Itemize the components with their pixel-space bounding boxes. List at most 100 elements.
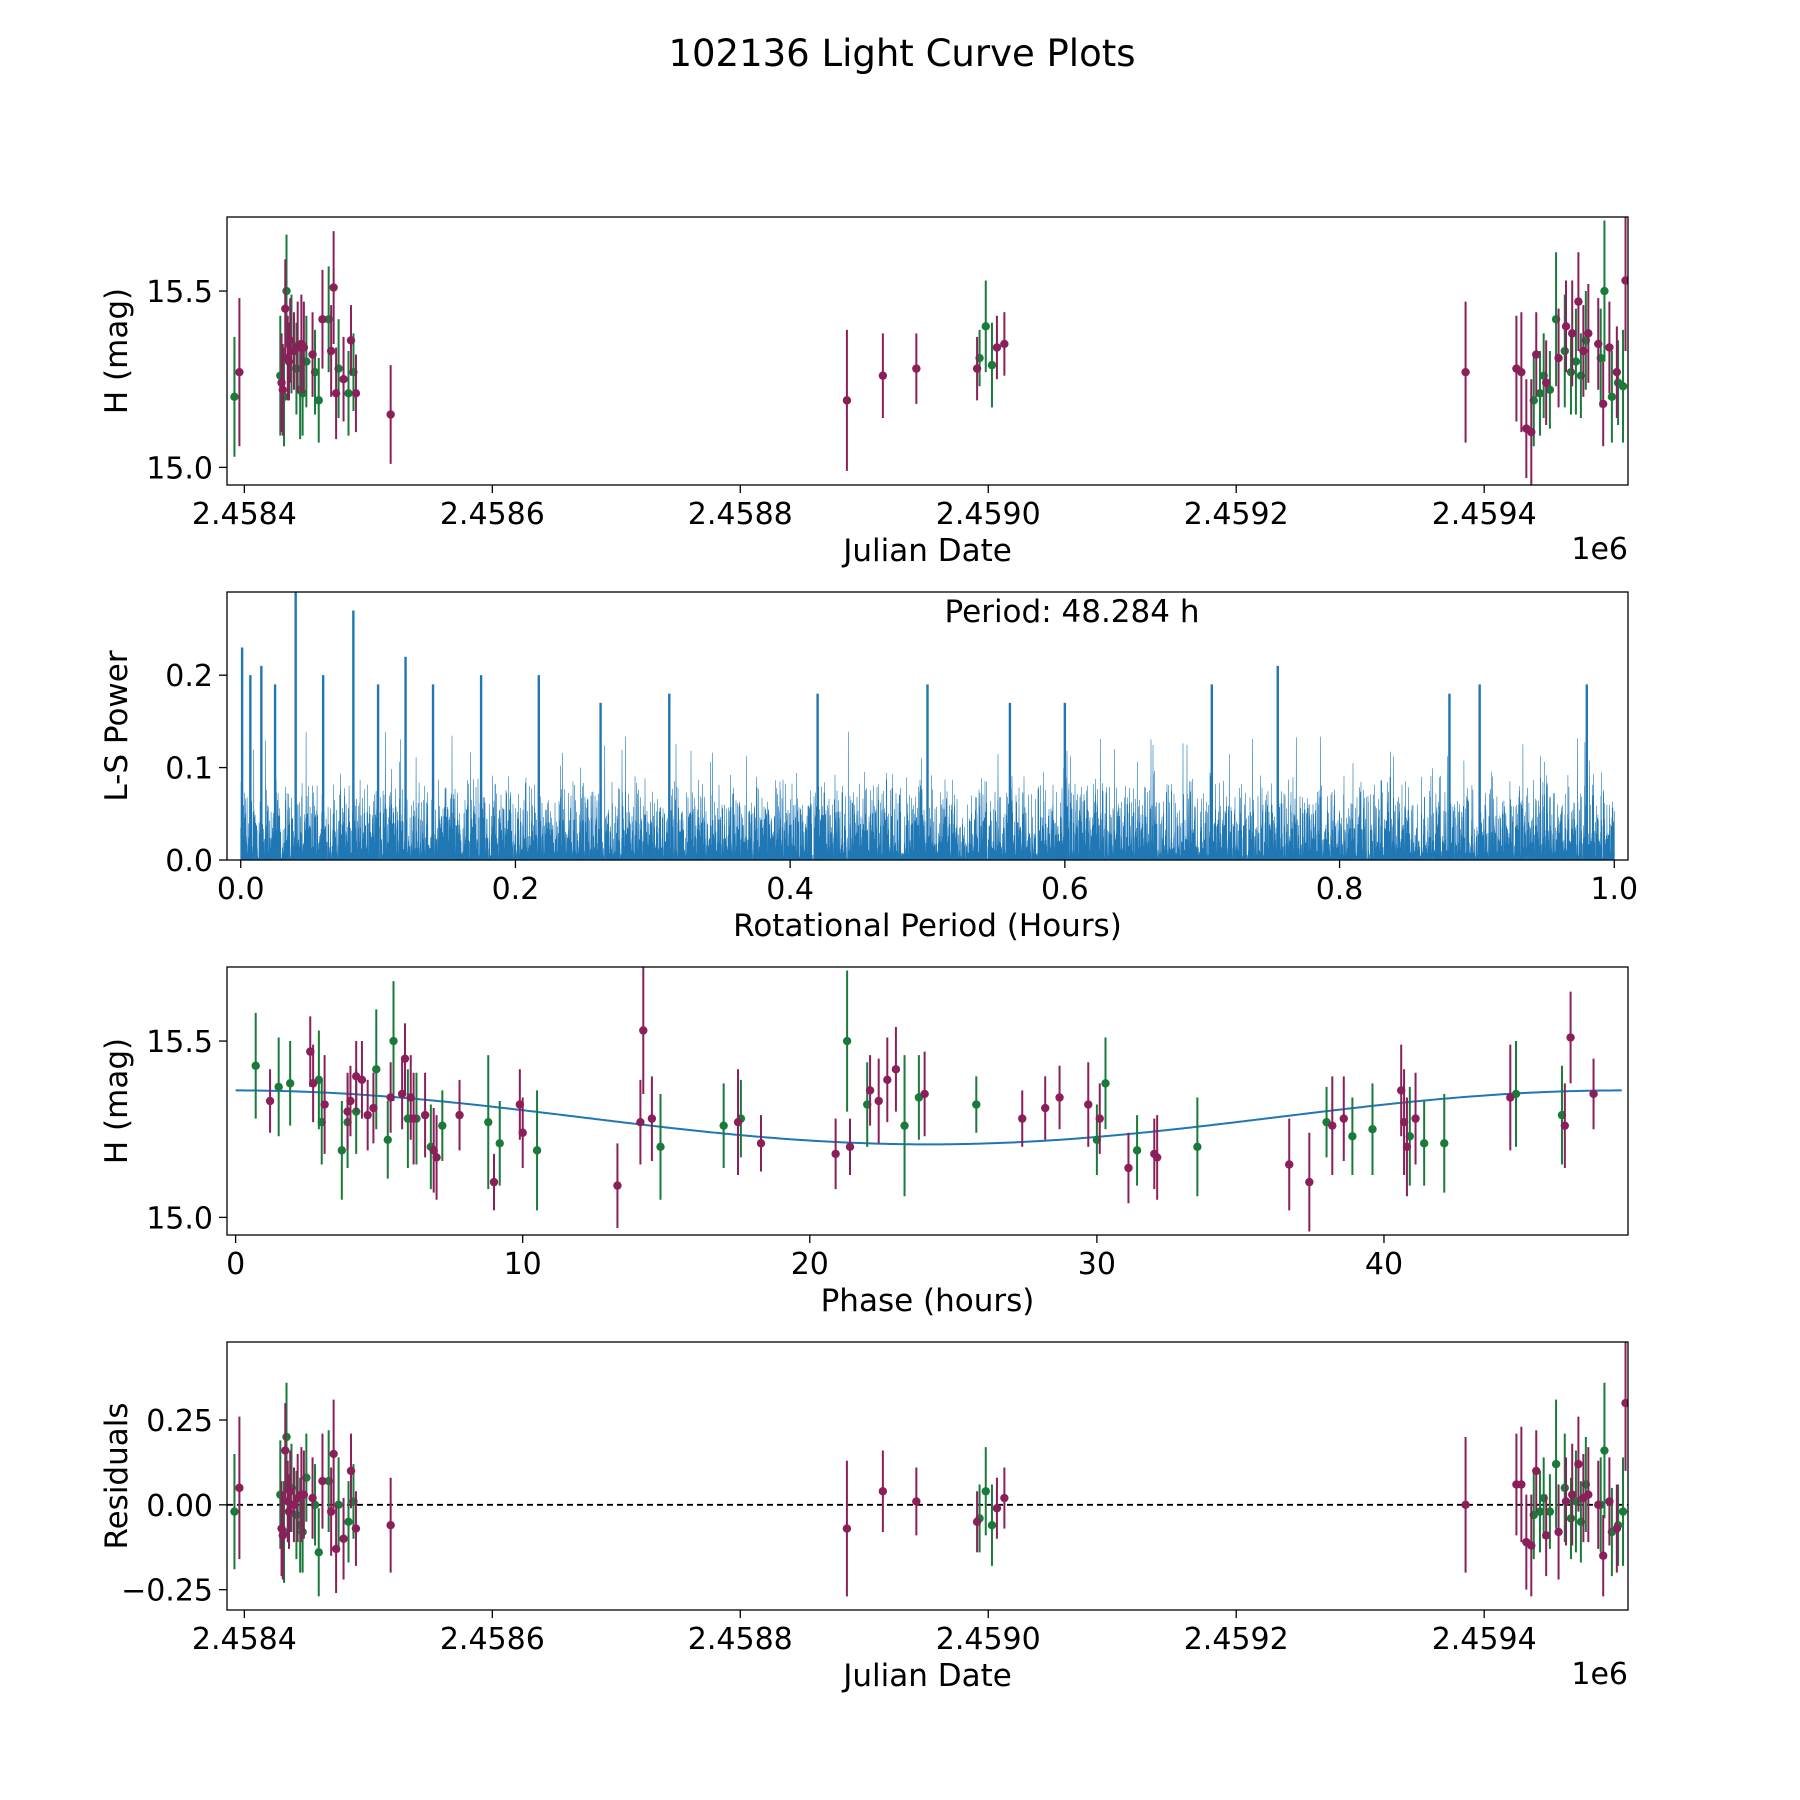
data-point — [372, 1065, 381, 1074]
x-tick-label: 0.6 — [1041, 872, 1089, 907]
y-tick-label: 0.00 — [146, 1489, 213, 1524]
data-point — [1419, 1139, 1429, 1148]
x-tick-label: 0.2 — [492, 872, 540, 907]
data-point — [987, 360, 997, 370]
data-point — [314, 1548, 323, 1557]
data-point — [733, 1117, 743, 1127]
data-point — [1621, 1398, 1628, 1408]
data-point — [1348, 1132, 1357, 1141]
plot-area — [230, 1342, 1628, 1597]
data-point — [842, 396, 852, 405]
data-point — [1545, 1507, 1555, 1516]
plot-area — [251, 967, 1598, 1232]
data-point — [320, 1100, 329, 1109]
data-point — [230, 1507, 239, 1516]
data-point — [339, 1534, 348, 1543]
data-point — [647, 1114, 657, 1123]
data-point — [1566, 1514, 1576, 1523]
data-point — [1440, 1139, 1449, 1148]
data-point — [1541, 1531, 1551, 1540]
data-point — [331, 389, 341, 398]
data-point — [1124, 1163, 1133, 1173]
data-point — [981, 322, 990, 331]
data-point — [912, 1497, 921, 1506]
data-point — [281, 1446, 290, 1455]
data-point — [318, 1476, 327, 1486]
data-point — [351, 389, 361, 398]
x-axis-label: Rotational Period (Hours) — [733, 908, 1122, 944]
data-point — [484, 1117, 493, 1127]
data-point — [1568, 1490, 1577, 1499]
data-point — [1605, 343, 1614, 352]
data-point — [613, 1181, 622, 1190]
data-point — [639, 1026, 648, 1035]
data-point — [831, 1149, 840, 1159]
data-point — [400, 1054, 410, 1063]
period-annotation: Period: 48.284 h — [945, 594, 1200, 630]
data-point — [878, 371, 888, 380]
data-point — [369, 1103, 378, 1113]
data-point — [756, 1139, 766, 1148]
data-point — [308, 1493, 317, 1503]
x-tick-label: 0 — [226, 1247, 245, 1282]
series-green — [230, 220, 1628, 457]
data-point — [314, 396, 323, 405]
data-point — [1461, 1500, 1470, 1510]
x-tick-label: 1.0 — [1590, 872, 1638, 907]
x-tick-label: 2.4590 — [936, 497, 1041, 532]
data-point — [284, 357, 294, 366]
x-tick-label: 40 — [1365, 1247, 1403, 1282]
data-point — [298, 1527, 307, 1537]
data-point — [883, 1075, 892, 1085]
data-point — [1132, 1146, 1142, 1155]
x-tick-label: 0.0 — [217, 872, 265, 907]
data-point — [518, 1128, 527, 1137]
data-point — [386, 1520, 395, 1530]
data-point — [389, 1036, 398, 1046]
data-point — [1368, 1125, 1377, 1134]
data-point — [1571, 357, 1581, 366]
data-point — [1566, 1033, 1575, 1042]
series-magenta — [235, 217, 1628, 485]
data-point — [532, 1146, 542, 1155]
data-point — [308, 350, 317, 359]
data-point — [1193, 1142, 1202, 1152]
y-tick-label: 15.0 — [146, 1201, 213, 1236]
data-point — [351, 1107, 361, 1116]
axes-frame — [226, 216, 1629, 486]
data-point — [331, 1544, 341, 1554]
data-point — [386, 1093, 395, 1102]
data-point — [842, 1524, 852, 1533]
data-point — [992, 343, 1002, 352]
data-point — [1055, 1093, 1064, 1102]
y-tick-label: 0.25 — [146, 1404, 213, 1439]
data-point — [981, 1487, 990, 1496]
data-point — [455, 1110, 464, 1120]
data-point — [1612, 1524, 1622, 1533]
y-axis-label: Residuals — [99, 1402, 135, 1549]
data-point — [265, 1096, 275, 1106]
series-magenta — [265, 967, 1598, 1232]
data-point — [1561, 322, 1571, 331]
x-tick-label: 10 — [504, 1247, 542, 1282]
x-tick-label: 0.4 — [766, 872, 814, 907]
data-point — [281, 304, 290, 313]
data-point — [1461, 367, 1470, 377]
data-point — [719, 1121, 728, 1130]
data-point — [299, 343, 309, 352]
data-point — [1000, 1493, 1009, 1503]
data-point — [1545, 385, 1555, 394]
data-point — [329, 1449, 338, 1459]
data-point — [1101, 1079, 1110, 1088]
data-point — [656, 1142, 665, 1152]
data-point — [1584, 1490, 1593, 1499]
y-tick-label: 15.0 — [146, 451, 213, 486]
y-tick-label: 0.2 — [165, 659, 213, 694]
data-point — [357, 1075, 367, 1085]
data-point — [489, 1177, 499, 1187]
data-point — [636, 1117, 645, 1127]
data-point — [1000, 339, 1009, 349]
y-axis-label: H (mag) — [99, 288, 135, 414]
data-point — [920, 1089, 929, 1099]
